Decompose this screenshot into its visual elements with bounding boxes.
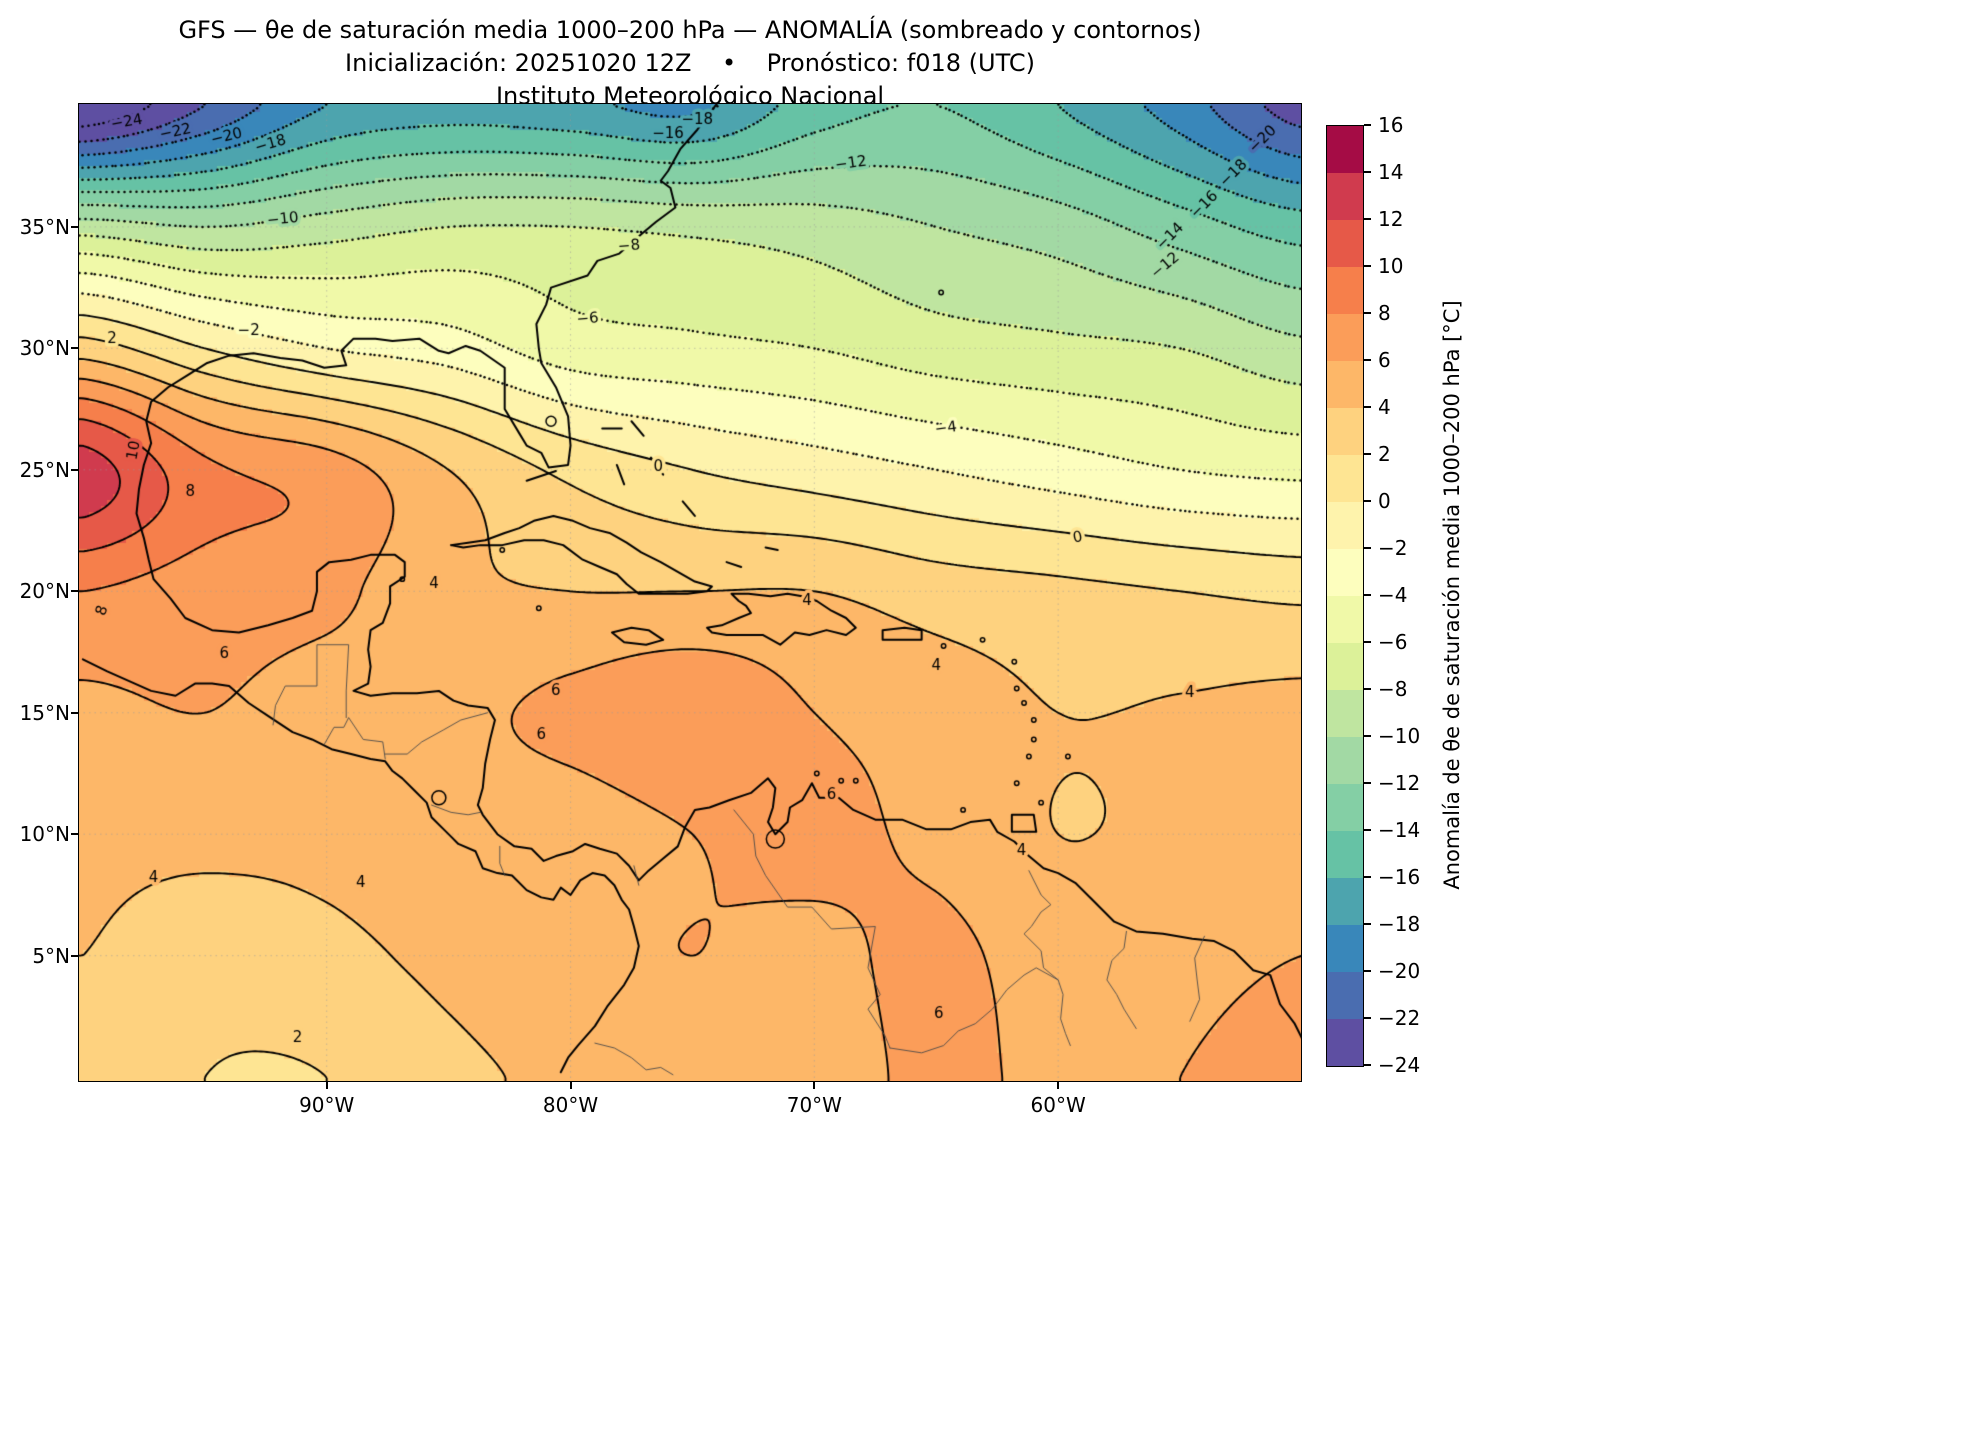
page-title: GFS — θe de saturación media 1000–200 hP… <box>178 16 1202 44</box>
colorbar-segment <box>1327 455 1363 502</box>
colorbar-tick-label: 16 <box>1378 113 1404 137</box>
map-plot <box>78 103 1302 1082</box>
colorbar-tick-label: 2 <box>1378 442 1391 466</box>
colorbar-segment <box>1327 314 1363 361</box>
colorbar-tick-mark <box>1364 547 1371 549</box>
colorbar-tick-label: 12 <box>1378 207 1404 231</box>
y-tick-mark <box>71 468 78 471</box>
colorbar-tick-label: −24 <box>1378 1053 1421 1077</box>
y-tick-label: 20°N <box>19 579 70 604</box>
y-tick-label: 5°N <box>32 943 70 968</box>
map-canvas <box>78 103 1302 1082</box>
colorbar-tick-mark <box>1364 641 1371 643</box>
colorbar-segment <box>1327 784 1363 831</box>
colorbar-tick-label: 14 <box>1378 160 1404 184</box>
y-tick-mark <box>71 225 78 228</box>
colorbar-segment <box>1327 267 1363 314</box>
x-tick-label: 60°W <box>1030 1093 1086 1117</box>
y-tick-label: 25°N <box>19 457 70 482</box>
colorbar-segment <box>1327 596 1363 643</box>
colorbar-segment <box>1327 831 1363 878</box>
colorbar-segment <box>1327 220 1363 267</box>
colorbar-tick-mark <box>1364 406 1371 408</box>
y-tick-label: 30°N <box>19 336 70 361</box>
x-tick-mark <box>1057 1082 1060 1089</box>
colorbar-segment <box>1327 408 1363 455</box>
colorbar-segment <box>1327 126 1363 173</box>
colorbar-tick-mark <box>1364 453 1371 455</box>
colorbar-tick-mark <box>1364 735 1371 737</box>
colorbar-tick-label: 6 <box>1378 348 1391 372</box>
colorbar-tick-mark <box>1364 782 1371 784</box>
colorbar-tick-mark <box>1364 312 1371 314</box>
colorbar-tick-mark <box>1364 124 1371 126</box>
title-block: GFS — θe de saturación media 1000–200 hP… <box>78 14 1302 113</box>
y-tick-label: 35°N <box>19 214 70 239</box>
colorbar-tick-mark <box>1364 218 1371 220</box>
colorbar-tick-label: −10 <box>1378 724 1421 748</box>
colorbar-tick-label: −4 <box>1378 583 1408 607</box>
colorbar-tick-label: −22 <box>1378 1006 1421 1030</box>
colorbar-tick-mark <box>1364 359 1371 361</box>
colorbar-segment <box>1327 549 1363 596</box>
y-tick-label: 10°N <box>19 822 70 847</box>
colorbar-tick-label: −14 <box>1378 818 1421 842</box>
colorbar-tick-mark <box>1364 1064 1371 1066</box>
y-axis-tick-labels: 35°N 30°N 25°N 20°N 15°N 10°N 5°N <box>0 103 70 1082</box>
colorbar-label: Anomalía de θe de saturación media 1000–… <box>1440 300 1464 890</box>
colorbar-segment <box>1327 972 1363 1019</box>
colorbar-segment <box>1327 361 1363 408</box>
colorbar-segment <box>1327 690 1363 737</box>
colorbar-tick-mark <box>1364 923 1371 925</box>
colorbar <box>1326 125 1364 1067</box>
colorbar-tick-label: −2 <box>1378 536 1408 560</box>
x-tick-mark <box>325 1082 328 1089</box>
y-tick-mark <box>71 711 78 714</box>
subtitle: Inicialización: 20251020 12Z • Pronóstic… <box>345 49 1035 77</box>
colorbar-segment <box>1327 643 1363 690</box>
colorbar-tick-marks <box>1364 124 1371 1066</box>
colorbar-tick-mark <box>1364 829 1371 831</box>
colorbar-tick-labels: 16 14 12 10 8 6 4 2 0 −2 −4 −6 −8 −10 −12 −14 −16 −18 −20 −… <box>1378 113 1458 1077</box>
x-tick-label: 80°W <box>542 1093 599 1117</box>
y-axis-tick-marks <box>71 103 78 1082</box>
colorbar-tick-label: 4 <box>1378 395 1391 419</box>
colorbar-tick-mark <box>1364 171 1371 173</box>
colorbar-tick-mark <box>1364 970 1371 972</box>
x-axis-tick-labels: 90°W 80°W 70°W 60°W <box>78 1093 1302 1121</box>
colorbar-tick-mark <box>1364 594 1371 596</box>
colorbar-tick-mark <box>1364 500 1371 502</box>
x-tick-label: 70°W <box>786 1093 842 1117</box>
y-tick-mark <box>71 954 78 957</box>
colorbar-tick-label: −18 <box>1378 912 1421 936</box>
y-tick-mark <box>71 347 78 350</box>
colorbar-tick-label: −16 <box>1378 865 1421 889</box>
colorbar-segment <box>1327 1019 1363 1066</box>
colorbar-segment <box>1327 925 1363 972</box>
x-tick-mark <box>813 1082 816 1089</box>
y-tick-label: 15°N <box>19 700 70 725</box>
x-tick-mark <box>569 1082 572 1089</box>
colorbar-tick-label: 0 <box>1378 489 1391 513</box>
colorbar-segment <box>1327 737 1363 784</box>
colorbar-segment <box>1327 878 1363 925</box>
colorbar-tick-mark <box>1364 265 1371 267</box>
colorbar-tick-label: −8 <box>1378 677 1408 701</box>
x-tick-label: 90°W <box>299 1093 355 1117</box>
colorbar-tick-label: −12 <box>1378 771 1421 795</box>
colorbar-tick-mark <box>1364 876 1371 878</box>
x-axis-tick-marks <box>78 1082 1302 1089</box>
y-tick-mark <box>71 590 78 593</box>
colorbar-tick-label: 10 <box>1378 254 1404 278</box>
colorbar-tick-mark <box>1364 1017 1371 1019</box>
colorbar-tick-label: −20 <box>1378 959 1421 983</box>
colorbar-tick-mark <box>1364 688 1371 690</box>
colorbar-segment <box>1327 173 1363 220</box>
y-tick-mark <box>71 833 78 836</box>
colorbar-tick-label: −6 <box>1378 630 1408 654</box>
colorbar-tick-label: 8 <box>1378 301 1391 325</box>
colorbar-segment <box>1327 502 1363 549</box>
